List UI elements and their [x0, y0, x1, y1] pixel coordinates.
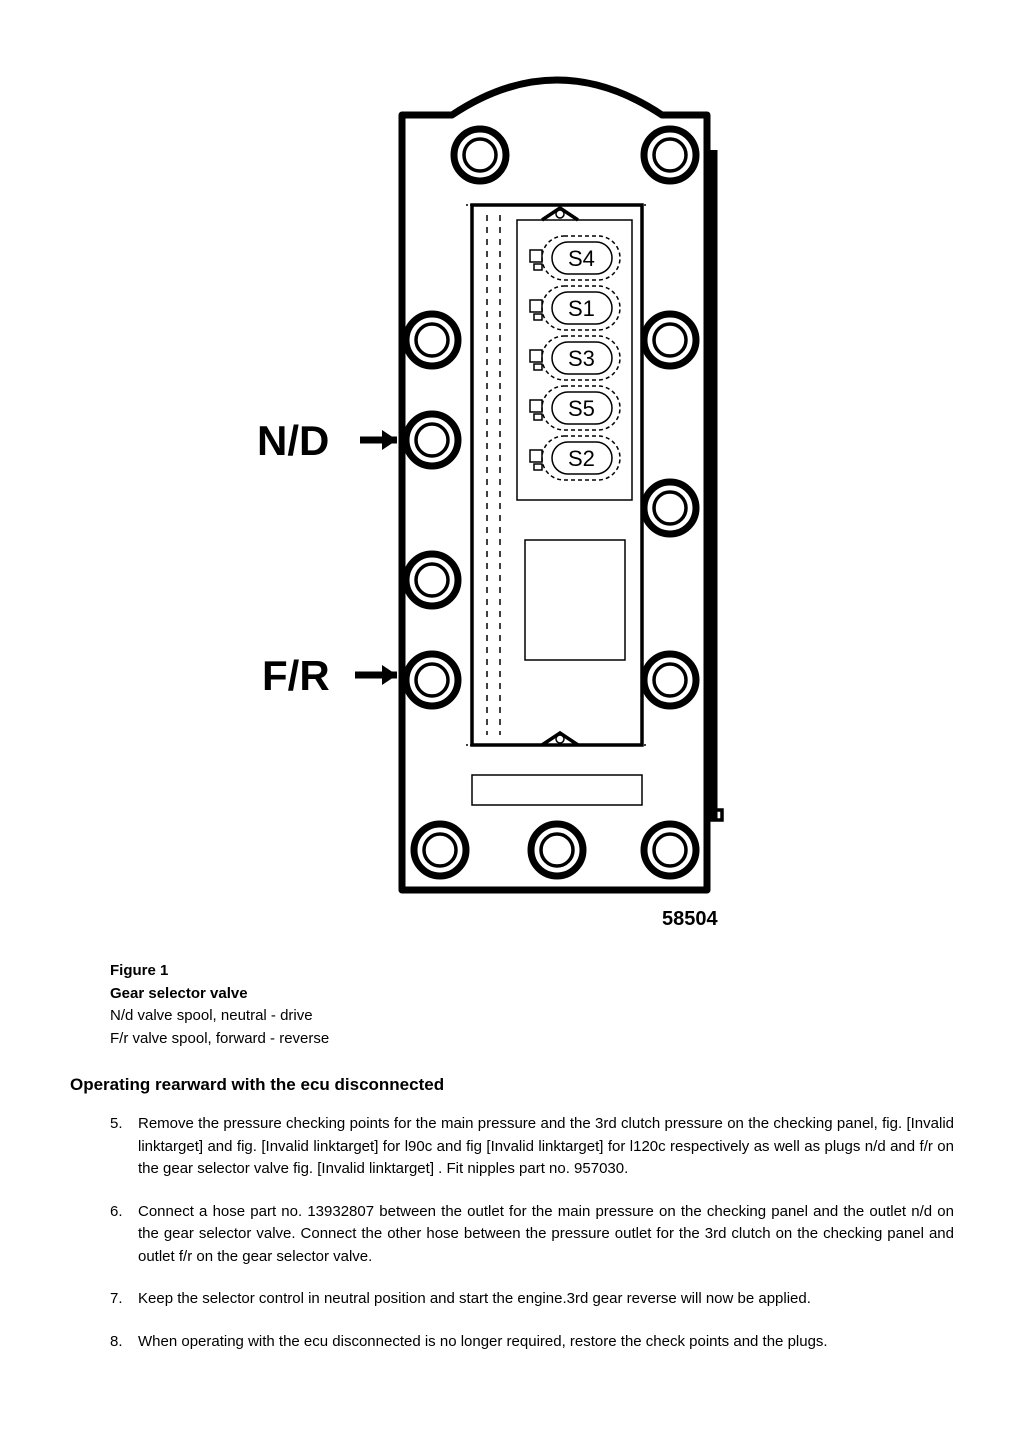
step-list: 5. Remove the pressure checking points f… — [110, 1113, 954, 1353]
step-item: 7. Keep the selector control in neutral … — [110, 1288, 954, 1311]
step-item: 8. When operating with the ecu disconnec… — [110, 1331, 954, 1354]
step-number: 6. — [110, 1201, 123, 1224]
step-text: Connect a hose part no. 13932807 between… — [138, 1203, 954, 1265]
figure-number: Figure 1 — [110, 960, 964, 983]
step-number: 8. — [110, 1331, 123, 1354]
step-item: 6. Connect a hose part no. 13932807 betw… — [110, 1201, 954, 1269]
svg-text:N/D: N/D — [257, 417, 329, 464]
step-text: Remove the pressure checking points for … — [138, 1115, 954, 1177]
svg-text:F/R: F/R — [262, 652, 330, 699]
svg-text:58504: 58504 — [662, 908, 718, 930]
section-heading: Operating rearward with the ecu disconne… — [70, 1075, 964, 1095]
figure-caption: Figure 1 Gear selector valve N/d valve s… — [110, 960, 964, 1050]
figure-caption-line: N/d valve spool, neutral - drive — [110, 1005, 964, 1028]
step-item: 5. Remove the pressure checking points f… — [110, 1113, 954, 1181]
svg-text:S2: S2 — [568, 446, 595, 471]
gear-selector-valve-diagram: S4 S1 S3 S5 S2 N/D F/R 58504 — [242, 40, 782, 940]
step-number: 7. — [110, 1288, 123, 1311]
svg-text:S1: S1 — [568, 296, 595, 321]
step-text: When operating with the ecu disconnected… — [138, 1333, 828, 1350]
figure-caption-line: F/r valve spool, forward - reverse — [110, 1028, 964, 1051]
step-number: 5. — [110, 1113, 123, 1136]
svg-text:S4: S4 — [568, 246, 595, 271]
svg-text:S3: S3 — [568, 346, 595, 371]
svg-text:S5: S5 — [568, 396, 595, 421]
step-text: Keep the selector control in neutral pos… — [138, 1290, 811, 1307]
figure-container: S4 S1 S3 S5 S2 N/D F/R 58504 — [60, 40, 964, 940]
figure-subtitle: Gear selector valve — [110, 983, 964, 1006]
